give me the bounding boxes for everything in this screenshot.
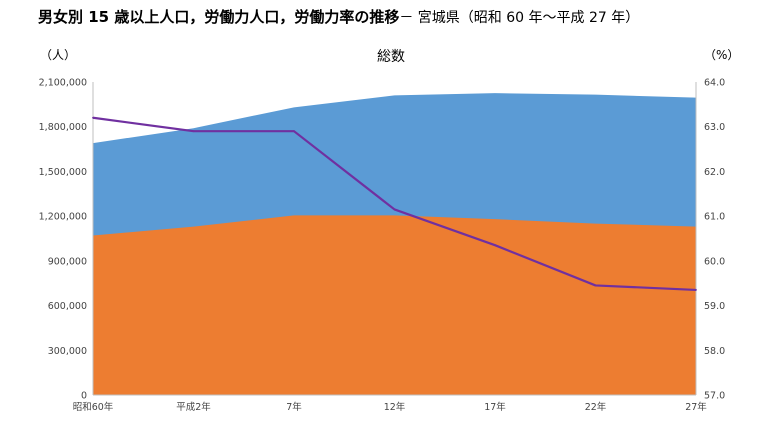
right-tick-label: 57.0 [704,391,725,402]
x-tick-label: 7年 [286,401,302,413]
left-tick-label: 1,500,000 [39,167,87,178]
line-point [92,116,94,119]
line-point [494,244,496,247]
line-point [192,130,195,133]
right-tick-label: 58.0 [704,346,725,357]
line-point [393,208,396,211]
left-tick-label: 900,000 [48,256,87,267]
chart-areas [93,93,696,395]
right-tick-label: 59.0 [704,301,725,312]
left-tick-label: 600,000 [48,301,87,312]
right-axis-unit: （%） [704,48,740,62]
left-axis-unit: （人） [40,48,77,62]
chart-title-main: 男女別 15 歳以上人口，労働力人口，労働力率の推移 [38,8,400,26]
right-axis-ticks: 57.0 58.0 59.0 60.0 61.0 62.0 63.0 64.0 [704,78,725,402]
rate-line-group [92,116,697,292]
x-axis-ticks: 昭和60年 平成2年 7年 12年 17年 22年 27年 [73,401,708,413]
left-axis-ticks: 0 300,000 600,000 900,000 1,200,000 1,500,000… [39,78,87,402]
chart-title-suffix: － 宮城県（昭和 60 年～平成 27 年） [399,10,640,26]
line-point [594,284,597,287]
chart-subtitle: 総数 [377,49,405,65]
x-tick-label: 22年 [585,401,607,413]
chart-axes [92,82,697,396]
area-series-1 [93,215,696,395]
x-tick-label: 17年 [484,401,506,413]
line-point [293,130,295,133]
left-tick-label: 300,000 [48,346,87,357]
x-tick-label: 昭和60年 [73,401,114,413]
x-tick-label: 平成2年 [176,401,211,413]
x-tick-label: 27年 [685,401,707,413]
left-tick-label: 2,100,000 [39,78,87,89]
line-point [695,289,697,291]
right-tick-label: 60.0 [704,256,725,267]
right-tick-label: 62.0 [704,167,725,178]
left-tick-label: 1,200,000 [39,212,87,223]
right-tick-label: 64.0 [704,78,725,89]
left-tick-label: 0 [81,391,87,402]
x-tick-label: 12年 [384,401,406,413]
right-tick-label: 61.0 [704,212,725,223]
left-tick-label: 1,800,000 [39,122,87,133]
right-tick-label: 63.0 [704,122,725,133]
chart-title: 男女別 15 歳以上人口，労働力人口，労働力率の推移－ 宮城県（昭和 60 年～… [38,6,639,27]
